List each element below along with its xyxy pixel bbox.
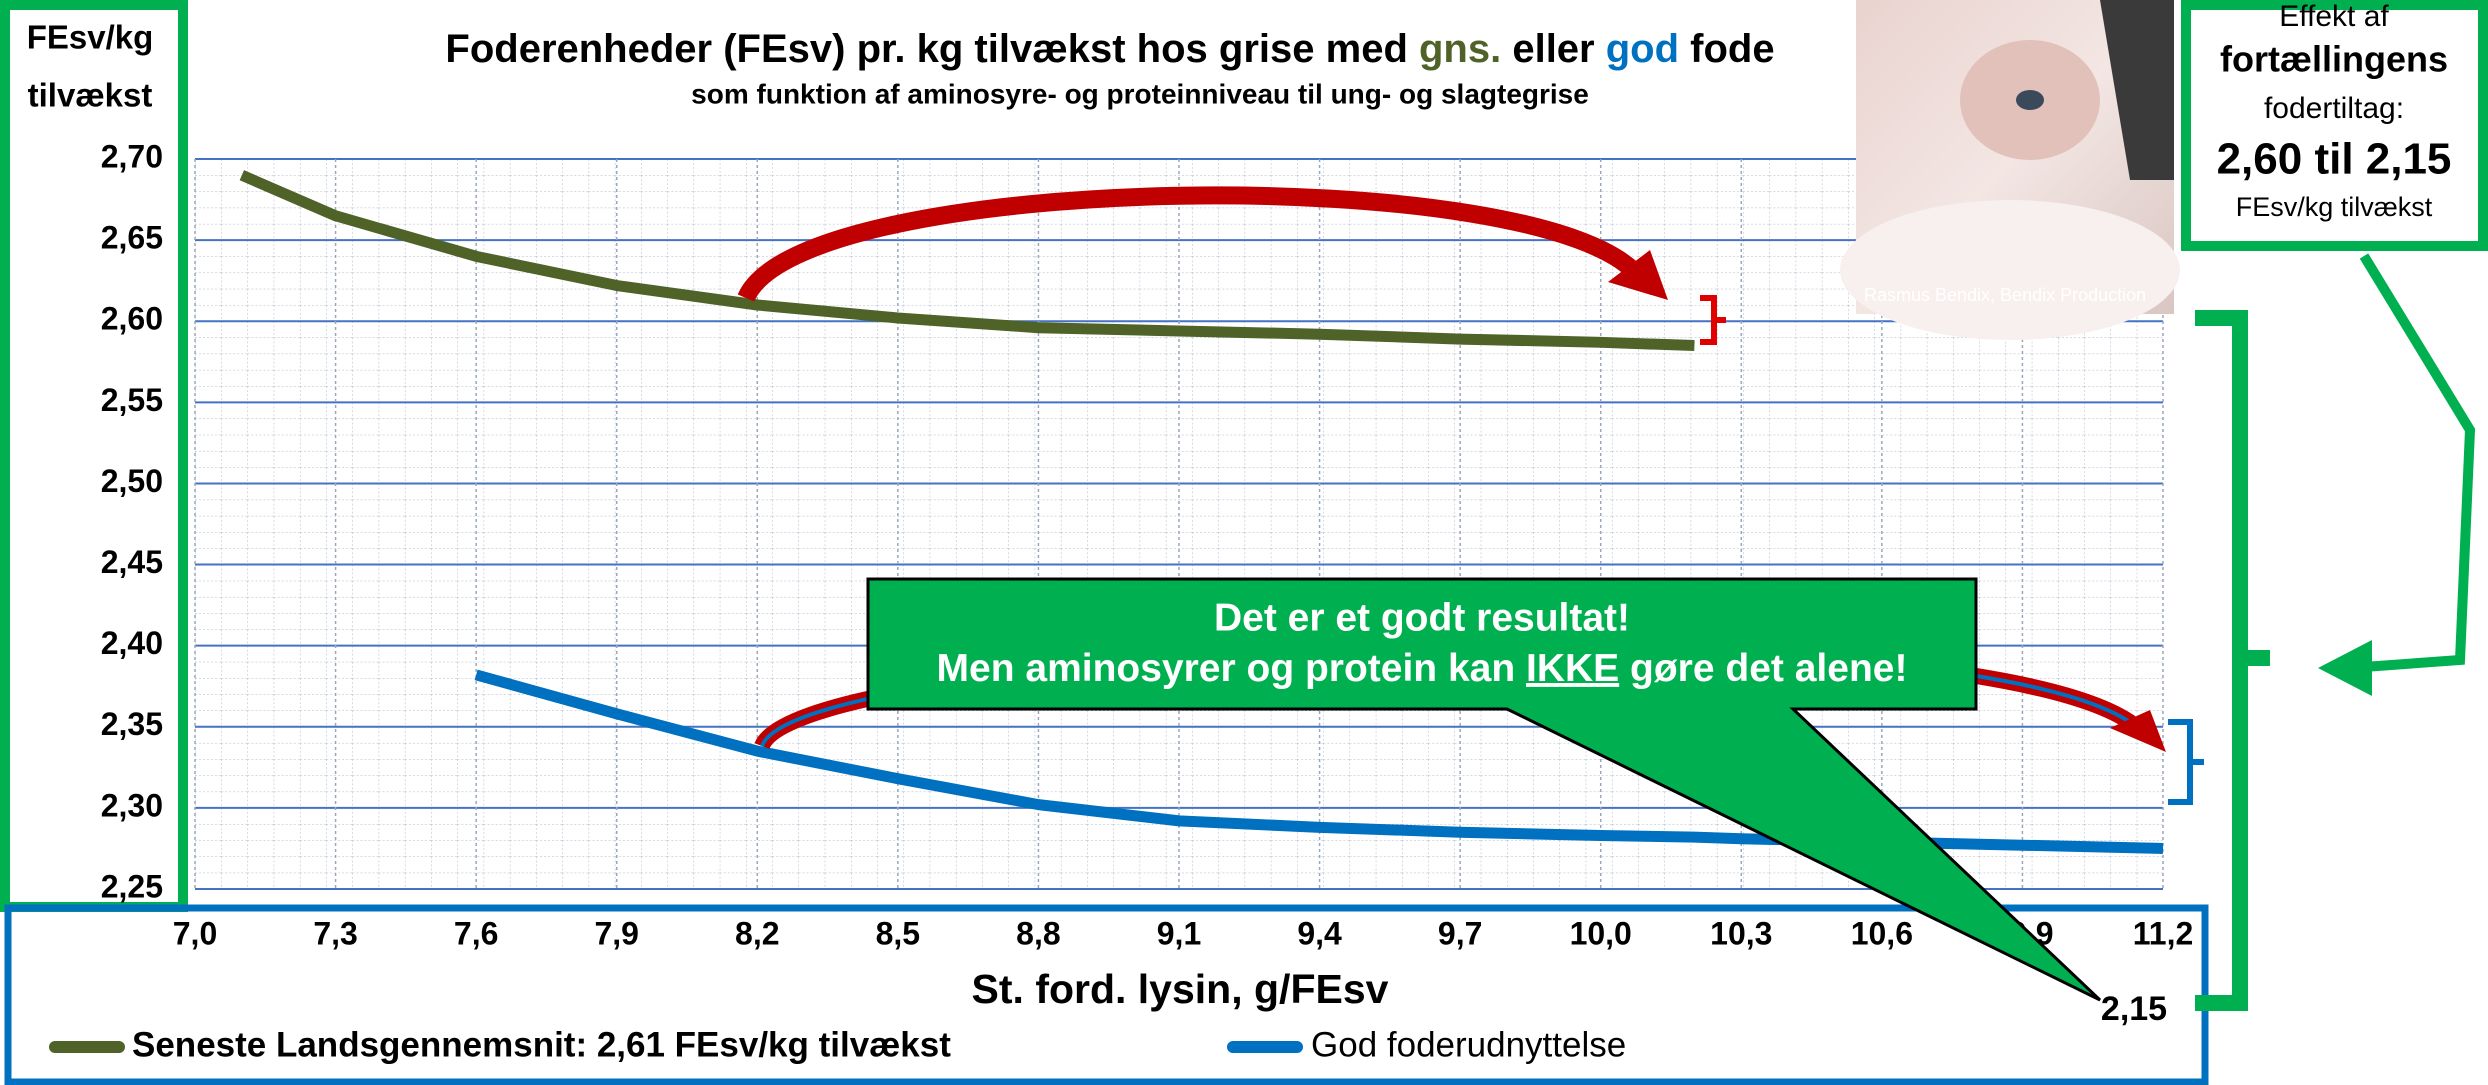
callout-emphasis: IKKE bbox=[1526, 647, 1619, 690]
x-tick-label: 10,3 bbox=[1710, 915, 1772, 951]
x-tick-label: 7,3 bbox=[313, 915, 357, 951]
photo-detail bbox=[1840, 200, 2180, 340]
effect-text: fortællingens bbox=[2220, 39, 2448, 80]
title-part: gns. bbox=[1419, 27, 1501, 71]
y-axis-title: FEsv/kg bbox=[27, 19, 154, 56]
y-tick-label: 2,50 bbox=[101, 463, 163, 499]
x-tick-label: 8,5 bbox=[876, 915, 920, 951]
effect-text: FEsv/kg tilvækst bbox=[2236, 192, 2433, 222]
x-tick-label: 9,7 bbox=[1438, 915, 1482, 951]
y-ticks: 2,25 2,30 2,35 2,40 2,45 2,50 2,55 2,60 2,65 2,70 bbox=[101, 138, 163, 904]
y-tick-label: 2,65 bbox=[101, 220, 163, 256]
y-tick-label: 2,55 bbox=[101, 382, 163, 418]
brace bbox=[2168, 722, 2204, 802]
x-tick-label: 8,2 bbox=[735, 915, 779, 951]
y-tick-label: 2,40 bbox=[101, 625, 163, 661]
x-tick-label: 9,4 bbox=[1297, 915, 1342, 951]
x-ticks: 7,0 7,3 7,6 7,9 8,2 8,5 8,8 9,1 9,4 9,7 10,0 10,3 10… bbox=[173, 915, 2194, 951]
y-axis-title: tilvækst bbox=[28, 77, 153, 114]
y-tick-label: 2,30 bbox=[101, 787, 163, 823]
effect-value: 2,60 til 2,15 bbox=[2217, 135, 2452, 184]
callout-text: Det er et godt resultat! bbox=[1214, 596, 1630, 639]
x-tick-label: 10,0 bbox=[1570, 915, 1632, 951]
legend-label: Seneste Landsgennemsnit: 2,61 FEsv/kg ti… bbox=[132, 1025, 951, 1064]
callout-text: Men aminosyrer og protein kan IKKE gøre … bbox=[937, 647, 1908, 690]
chart-title: Foderenheder (FEsv) pr. kg tilvækst hos … bbox=[445, 27, 1774, 71]
legend: Seneste Landsgennemsnit: 2,61 FEsv/kg ti… bbox=[55, 1025, 1626, 1064]
photo-credit: Rasmus Bendix, Bendix Production bbox=[1864, 285, 2146, 305]
legend-label: God foderudnyttelse bbox=[1311, 1025, 1626, 1064]
callout-value: 2,15 bbox=[2101, 990, 2167, 1028]
title-part: Foderenheder (FEsv) pr. kg tilvækst hos … bbox=[445, 27, 1419, 71]
x-tick-label: 7,9 bbox=[594, 915, 638, 951]
callout-part: Men aminosyrer og protein kan bbox=[937, 647, 1526, 690]
connector bbox=[2350, 256, 2470, 668]
effect-text: Effekt af bbox=[2279, 0, 2389, 33]
bracket bbox=[2195, 318, 2270, 1003]
chart-subtitle: som funktion af aminosyre- og proteinniv… bbox=[691, 78, 1589, 109]
title-part: god bbox=[1606, 27, 1679, 71]
title-part: fode bbox=[1679, 27, 1775, 71]
x-tick-label: 7,0 bbox=[173, 915, 217, 951]
x-tick-label: 11,2 bbox=[2133, 915, 2194, 951]
x-tick-label: 9,1 bbox=[1157, 915, 1201, 951]
x-tick-label: 10,6 bbox=[1851, 915, 1913, 951]
x-tick-label: 8,8 bbox=[1016, 915, 1060, 951]
y-tick-label: 2,25 bbox=[101, 868, 163, 904]
y-tick-label: 2,70 bbox=[101, 138, 163, 174]
photo-detail bbox=[2016, 90, 2044, 110]
connector-head bbox=[2318, 640, 2372, 696]
title-part: eller bbox=[1501, 27, 1606, 71]
y-tick-label: 2,35 bbox=[101, 706, 163, 742]
y-tick-label: 2,60 bbox=[101, 301, 163, 337]
x-axis-title: St. ford. lysin, g/FEsv bbox=[972, 966, 1389, 1012]
y-tick-label: 2,45 bbox=[101, 544, 163, 580]
chart: FEsv/kg tilvækst 2,25 2,30 2,35 2,40 2,45 2,5… bbox=[0, 0, 2488, 1085]
effect-text: fodertiltag: bbox=[2264, 92, 2404, 125]
x-tick-label: 7,6 bbox=[454, 915, 498, 951]
callout-part: gøre det alene! bbox=[1619, 647, 1907, 690]
